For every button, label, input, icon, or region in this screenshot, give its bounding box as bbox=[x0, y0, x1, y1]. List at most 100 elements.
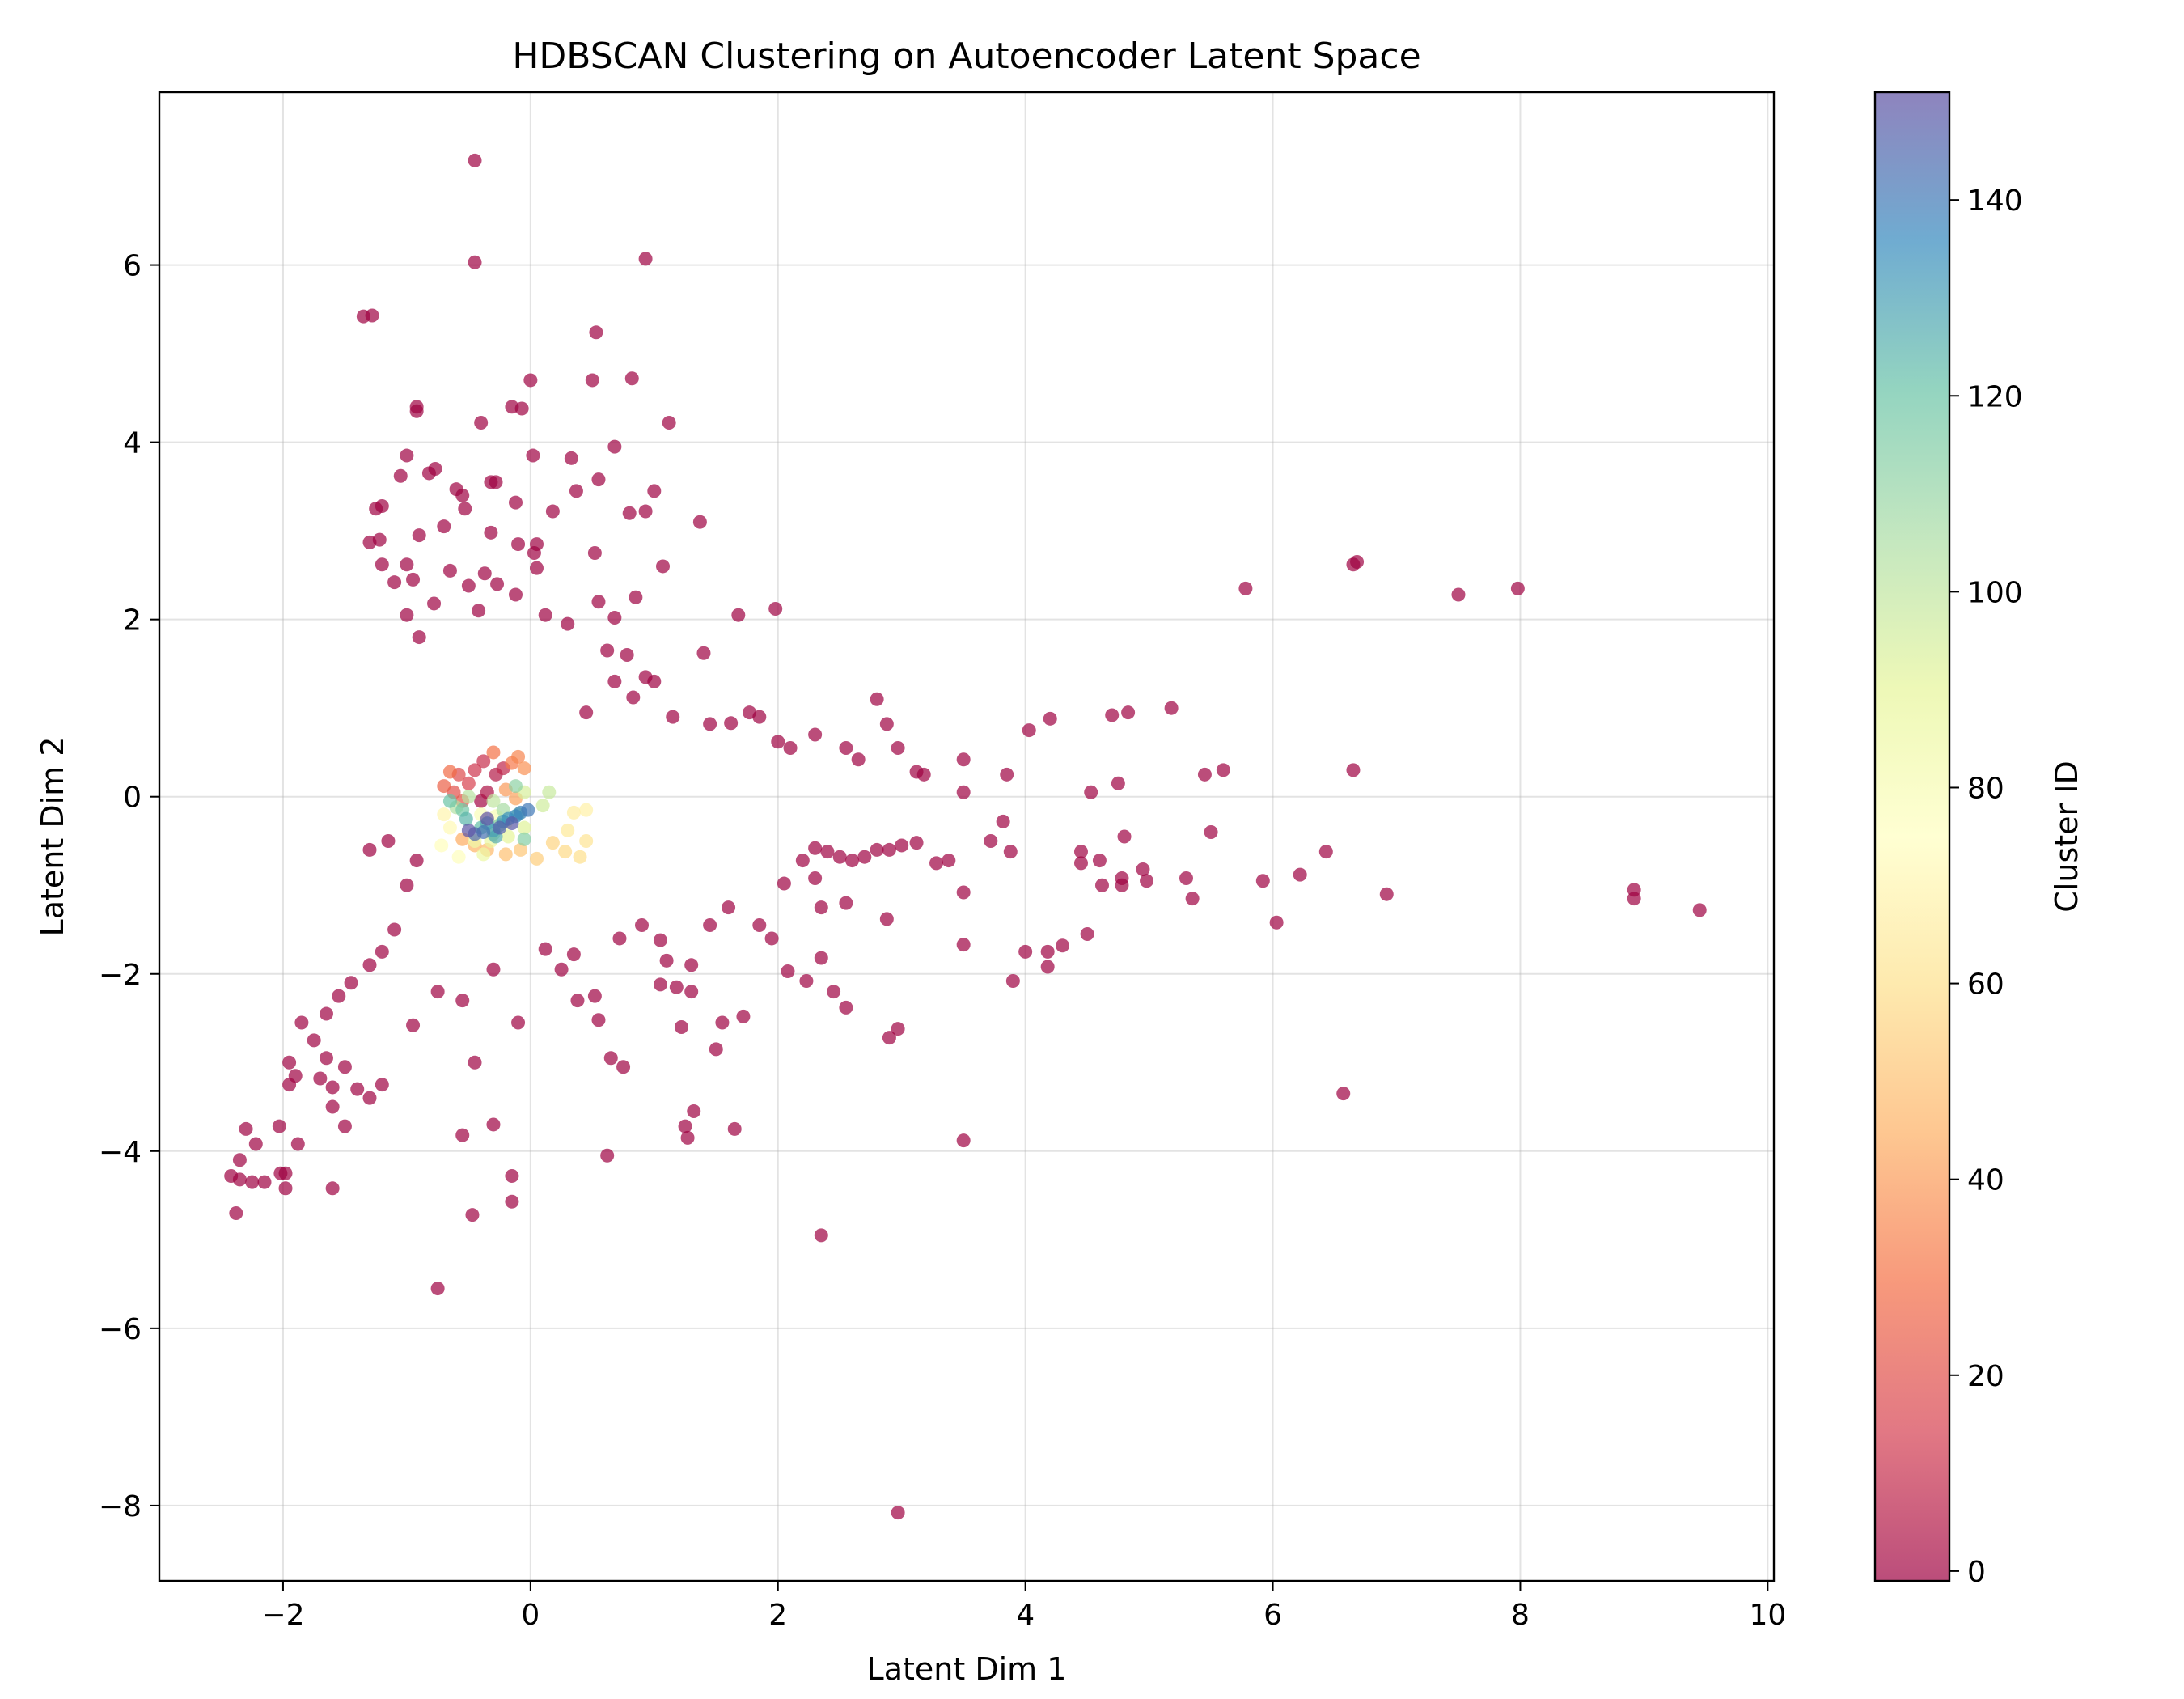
data-point bbox=[680, 1130, 695, 1145]
data-point bbox=[882, 1031, 896, 1045]
data-point bbox=[1056, 938, 1070, 953]
data-point bbox=[566, 947, 581, 962]
data-point bbox=[607, 610, 622, 625]
data-point bbox=[703, 717, 717, 731]
data-point bbox=[474, 416, 489, 430]
data-point bbox=[245, 1175, 260, 1189]
y-tick-label: −4 bbox=[99, 1136, 142, 1169]
data-point bbox=[1318, 845, 1333, 859]
chart-title: HDBSCAN Clustering on Autoencoder Latent… bbox=[512, 36, 1420, 77]
data-point bbox=[891, 1506, 905, 1520]
data-point bbox=[511, 1015, 526, 1030]
data-point bbox=[505, 816, 519, 831]
data-point bbox=[696, 646, 711, 660]
data-point bbox=[870, 842, 884, 857]
data-point bbox=[461, 823, 476, 837]
data-point bbox=[468, 1055, 482, 1070]
data-point bbox=[832, 850, 847, 864]
data-point bbox=[956, 938, 971, 952]
y-tick-label: 6 bbox=[123, 250, 142, 283]
data-point bbox=[442, 765, 457, 779]
data-point bbox=[1121, 705, 1136, 720]
data-point bbox=[561, 616, 575, 631]
data-point bbox=[427, 596, 442, 611]
data-point bbox=[290, 1137, 305, 1151]
data-point bbox=[882, 842, 896, 857]
data-point bbox=[1255, 874, 1270, 888]
data-point bbox=[1293, 867, 1307, 882]
data-point bbox=[799, 974, 814, 989]
y-tick-label: −2 bbox=[99, 959, 142, 992]
data-point bbox=[517, 761, 531, 776]
data-point bbox=[1018, 944, 1033, 959]
data-point bbox=[814, 951, 828, 965]
data-point bbox=[282, 1055, 297, 1070]
data-point bbox=[375, 1078, 389, 1092]
data-point bbox=[455, 488, 470, 502]
data-point bbox=[587, 989, 602, 1003]
data-point bbox=[684, 958, 699, 972]
data-point bbox=[857, 850, 872, 864]
data-point bbox=[1094, 878, 1109, 892]
data-point bbox=[956, 785, 971, 799]
data-point bbox=[814, 1228, 828, 1243]
data-point bbox=[294, 1015, 309, 1030]
data-point bbox=[1627, 892, 1641, 906]
data-point bbox=[827, 985, 841, 999]
data-point bbox=[514, 401, 529, 416]
data-point bbox=[437, 519, 451, 534]
colorbar-tick-label: 100 bbox=[1967, 576, 2023, 609]
data-point bbox=[508, 495, 523, 510]
data-point bbox=[442, 563, 457, 578]
data-point bbox=[942, 854, 956, 868]
data-point bbox=[350, 1082, 365, 1096]
data-point bbox=[430, 1282, 445, 1296]
data-point bbox=[1000, 767, 1014, 782]
data-point bbox=[455, 1128, 470, 1142]
data-point bbox=[538, 942, 552, 956]
data-point bbox=[387, 922, 402, 937]
y-tick-label: −8 bbox=[99, 1490, 142, 1523]
data-point bbox=[472, 604, 486, 618]
data-point bbox=[1080, 926, 1094, 941]
y-tick-label: 4 bbox=[123, 427, 142, 460]
data-point bbox=[684, 985, 699, 999]
data-point bbox=[451, 850, 466, 864]
data-point bbox=[484, 525, 498, 540]
data-point bbox=[839, 896, 853, 910]
colorbar-tick-label: 140 bbox=[1967, 184, 2023, 218]
y-tick-label: −6 bbox=[99, 1313, 142, 1346]
data-point bbox=[529, 851, 544, 866]
data-point bbox=[505, 1168, 519, 1183]
data-point bbox=[771, 735, 785, 749]
data-point bbox=[412, 630, 426, 645]
data-point bbox=[1117, 829, 1132, 844]
data-point bbox=[591, 595, 606, 609]
data-point bbox=[278, 1181, 293, 1196]
data-point bbox=[870, 692, 884, 706]
data-point bbox=[703, 918, 717, 933]
data-point bbox=[808, 871, 823, 885]
data-point bbox=[501, 829, 515, 844]
data-point bbox=[337, 1060, 352, 1074]
data-point bbox=[477, 566, 492, 581]
x-tick-label: 0 bbox=[521, 1599, 540, 1632]
data-point bbox=[1105, 708, 1120, 722]
data-point bbox=[362, 958, 377, 972]
data-point bbox=[554, 962, 569, 977]
data-point bbox=[229, 1205, 243, 1220]
data-point bbox=[272, 1119, 286, 1133]
data-point bbox=[428, 461, 442, 476]
data-point bbox=[248, 1137, 263, 1151]
colorbar-tick-label: 80 bbox=[1967, 772, 2004, 805]
data-point bbox=[387, 575, 402, 590]
data-point bbox=[1179, 871, 1193, 885]
data-point bbox=[585, 373, 599, 388]
data-point bbox=[313, 1071, 328, 1086]
data-point bbox=[480, 811, 494, 826]
y-axis-ticks: −8 −6 −4 −2 0 2 4 6 bbox=[99, 250, 159, 1523]
data-point bbox=[257, 1175, 272, 1189]
data-point bbox=[600, 1148, 615, 1163]
data-point bbox=[1510, 581, 1525, 595]
data-point bbox=[529, 561, 544, 575]
